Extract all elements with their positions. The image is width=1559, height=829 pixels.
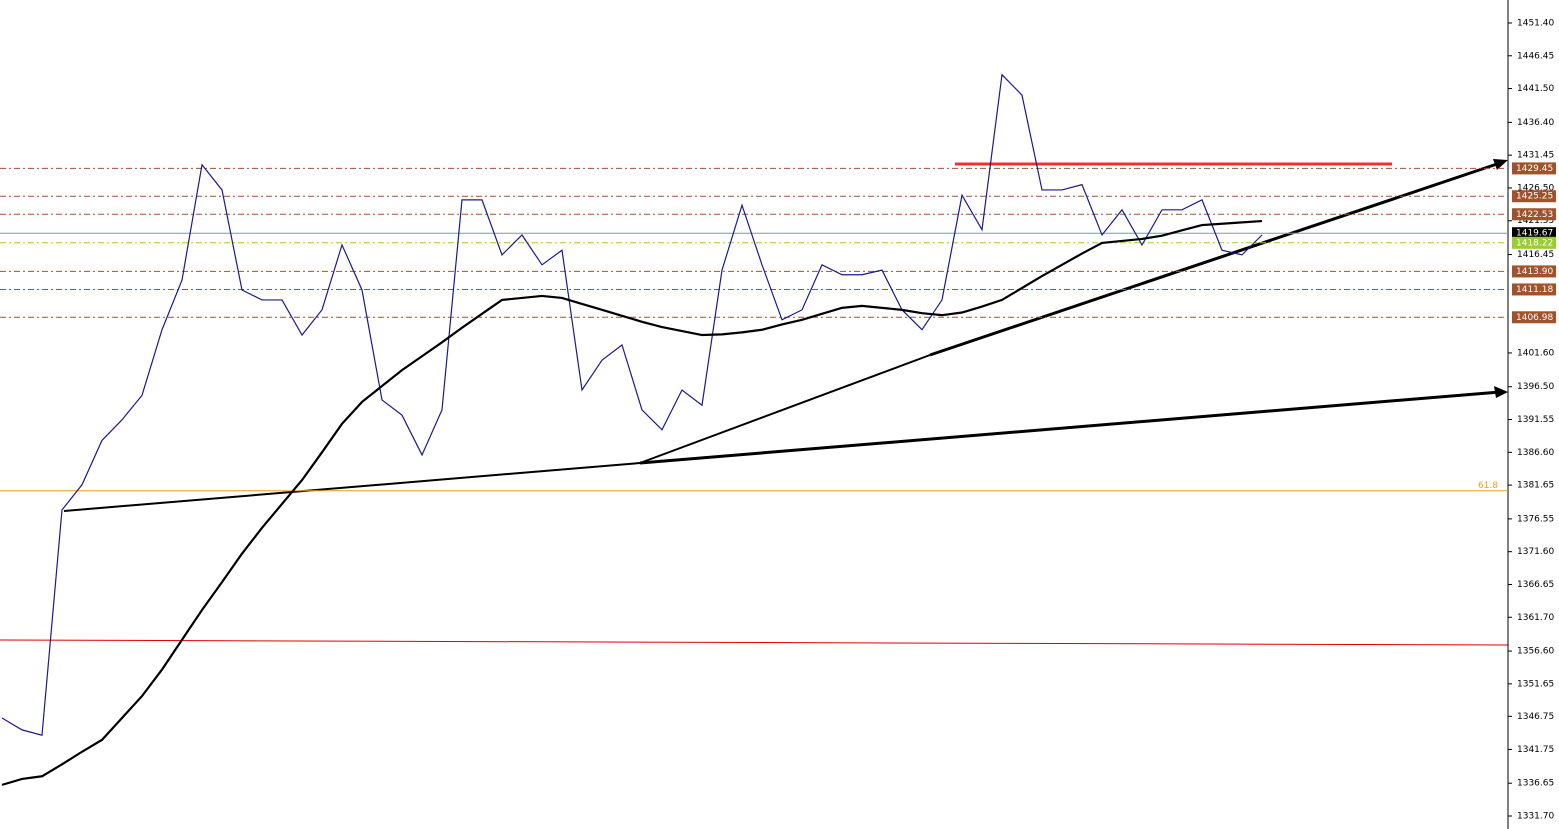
level-box bbox=[1512, 162, 1556, 175]
y-tick-label: 1341.75 bbox=[1517, 745, 1554, 755]
level-label: 1418.22 bbox=[1516, 238, 1553, 248]
y-tick-label: 1386.60 bbox=[1517, 448, 1554, 458]
y-tick-label: 1376.55 bbox=[1517, 514, 1554, 524]
y-tick-label: 1426.50 bbox=[1517, 183, 1554, 193]
level-box bbox=[1512, 236, 1556, 249]
y-tick-label: 1391.55 bbox=[1517, 415, 1554, 425]
arrow-head bbox=[1493, 159, 1508, 170]
y-tick-label: 1356.60 bbox=[1517, 647, 1554, 657]
y-tick-label: 1396.50 bbox=[1517, 382, 1554, 392]
level-box bbox=[1512, 311, 1556, 324]
level-label: 1425.25 bbox=[1516, 192, 1553, 202]
price-line bbox=[1, 73, 1263, 736]
y-tick-label: 1431.45 bbox=[1517, 151, 1554, 161]
level-label: 1419.67 bbox=[1516, 229, 1553, 239]
trend-line bbox=[63, 462, 641, 512]
drawings bbox=[0, 0, 1509, 829]
trend-line bbox=[639, 354, 931, 464]
level-label: 1411.18 bbox=[1516, 285, 1553, 295]
level-label: 1422.53 bbox=[1516, 210, 1553, 220]
support-line bbox=[0, 639, 1509, 646]
price-line bbox=[1, 219, 1263, 786]
trend-line bbox=[929, 161, 1501, 357]
level-box bbox=[1512, 283, 1556, 296]
y-tick-label: 1421.55 bbox=[1517, 216, 1554, 226]
level-box bbox=[1512, 227, 1556, 240]
y-tick-label: 1451.40 bbox=[1517, 18, 1554, 28]
y-tick-label: 1446.45 bbox=[1517, 51, 1554, 61]
y-tick-label: 1441.50 bbox=[1517, 84, 1554, 94]
y-tick-label: 1366.65 bbox=[1517, 580, 1554, 590]
level-label: 1413.90 bbox=[1516, 267, 1553, 277]
y-tick-label: 1331.70 bbox=[1517, 812, 1554, 822]
level-label: 1429.45 bbox=[1516, 164, 1553, 174]
y-tick-label: 1336.65 bbox=[1517, 779, 1554, 789]
y-tick-label: 1346.75 bbox=[1517, 712, 1554, 722]
arrow-head bbox=[1494, 386, 1508, 398]
level-box bbox=[1512, 265, 1556, 278]
y-tick-label: 1401.60 bbox=[1517, 348, 1554, 358]
level-label: 1406.98 bbox=[1516, 313, 1553, 323]
fib-label: 61.8 bbox=[1478, 481, 1498, 491]
y-tick-label: 1351.65 bbox=[1517, 679, 1554, 689]
y-tick-label: 1361.70 bbox=[1517, 613, 1554, 623]
y-tick-label: 1416.45 bbox=[1517, 250, 1554, 260]
level-box bbox=[1512, 190, 1556, 203]
trend-line bbox=[639, 390, 1501, 465]
y-tick-label: 1371.60 bbox=[1517, 547, 1554, 557]
y-tick-label: 1381.65 bbox=[1517, 481, 1554, 491]
y-tick-label: 1436.40 bbox=[1517, 118, 1554, 128]
level-box bbox=[1512, 208, 1556, 221]
